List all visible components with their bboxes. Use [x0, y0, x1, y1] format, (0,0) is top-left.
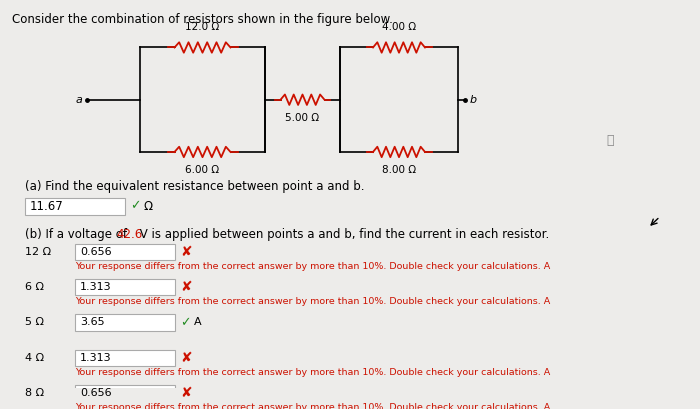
FancyBboxPatch shape [75, 315, 175, 330]
Text: 0.656: 0.656 [80, 247, 111, 257]
Text: 12.0 Ω: 12.0 Ω [186, 22, 220, 32]
Text: Your response differs from the correct answer by more than 10%. Double check you: Your response differs from the correct a… [75, 403, 550, 409]
FancyBboxPatch shape [75, 279, 175, 295]
Text: 12 Ω: 12 Ω [25, 247, 51, 257]
Text: ⓘ: ⓘ [606, 134, 614, 147]
Text: Ω: Ω [143, 200, 152, 213]
Text: 8 Ω: 8 Ω [25, 388, 44, 398]
Text: 0.656: 0.656 [80, 388, 111, 398]
Text: Your response differs from the correct answer by more than 10%. Double check you: Your response differs from the correct a… [75, 297, 550, 306]
Text: a: a [75, 95, 82, 105]
Text: 8.00 Ω: 8.00 Ω [382, 165, 416, 175]
Text: V is applied between points a and b, find the current in each resistor.: V is applied between points a and b, fin… [136, 228, 549, 241]
Text: ✘: ✘ [180, 245, 192, 259]
Text: ✓: ✓ [180, 316, 190, 329]
Text: 11.67: 11.67 [30, 200, 64, 213]
Text: A: A [194, 317, 202, 328]
Text: Your response differs from the correct answer by more than 10%. Double check you: Your response differs from the correct a… [75, 368, 550, 377]
Text: ✘: ✘ [180, 351, 192, 364]
Text: 3.65: 3.65 [80, 317, 104, 328]
Text: 1.313: 1.313 [80, 282, 111, 292]
FancyBboxPatch shape [25, 198, 125, 215]
Text: ✘: ✘ [180, 386, 192, 400]
FancyBboxPatch shape [75, 244, 175, 260]
FancyBboxPatch shape [75, 350, 175, 366]
Text: 4.00 Ω: 4.00 Ω [382, 22, 416, 32]
Text: b: b [470, 95, 477, 105]
Text: 4 Ω: 4 Ω [25, 353, 44, 363]
Text: Your response differs from the correct answer by more than 10%. Double check you: Your response differs from the correct a… [75, 262, 550, 271]
Text: 6.00 Ω: 6.00 Ω [186, 165, 220, 175]
Text: ✓: ✓ [130, 200, 141, 213]
FancyBboxPatch shape [75, 384, 175, 401]
Text: 1.313: 1.313 [80, 353, 111, 363]
Text: 42.6: 42.6 [116, 228, 142, 241]
Text: ✘: ✘ [180, 280, 192, 294]
Text: 6 Ω: 6 Ω [25, 282, 44, 292]
Text: 5 Ω: 5 Ω [25, 317, 44, 328]
Text: 5.00 Ω: 5.00 Ω [286, 113, 320, 123]
Text: (a) Find the equivalent resistance between point a and b.: (a) Find the equivalent resistance betwe… [25, 180, 365, 193]
Text: (b) If a voltage of: (b) If a voltage of [25, 228, 131, 241]
Text: Consider the combination of resistors shown in the figure below.: Consider the combination of resistors sh… [12, 13, 393, 26]
